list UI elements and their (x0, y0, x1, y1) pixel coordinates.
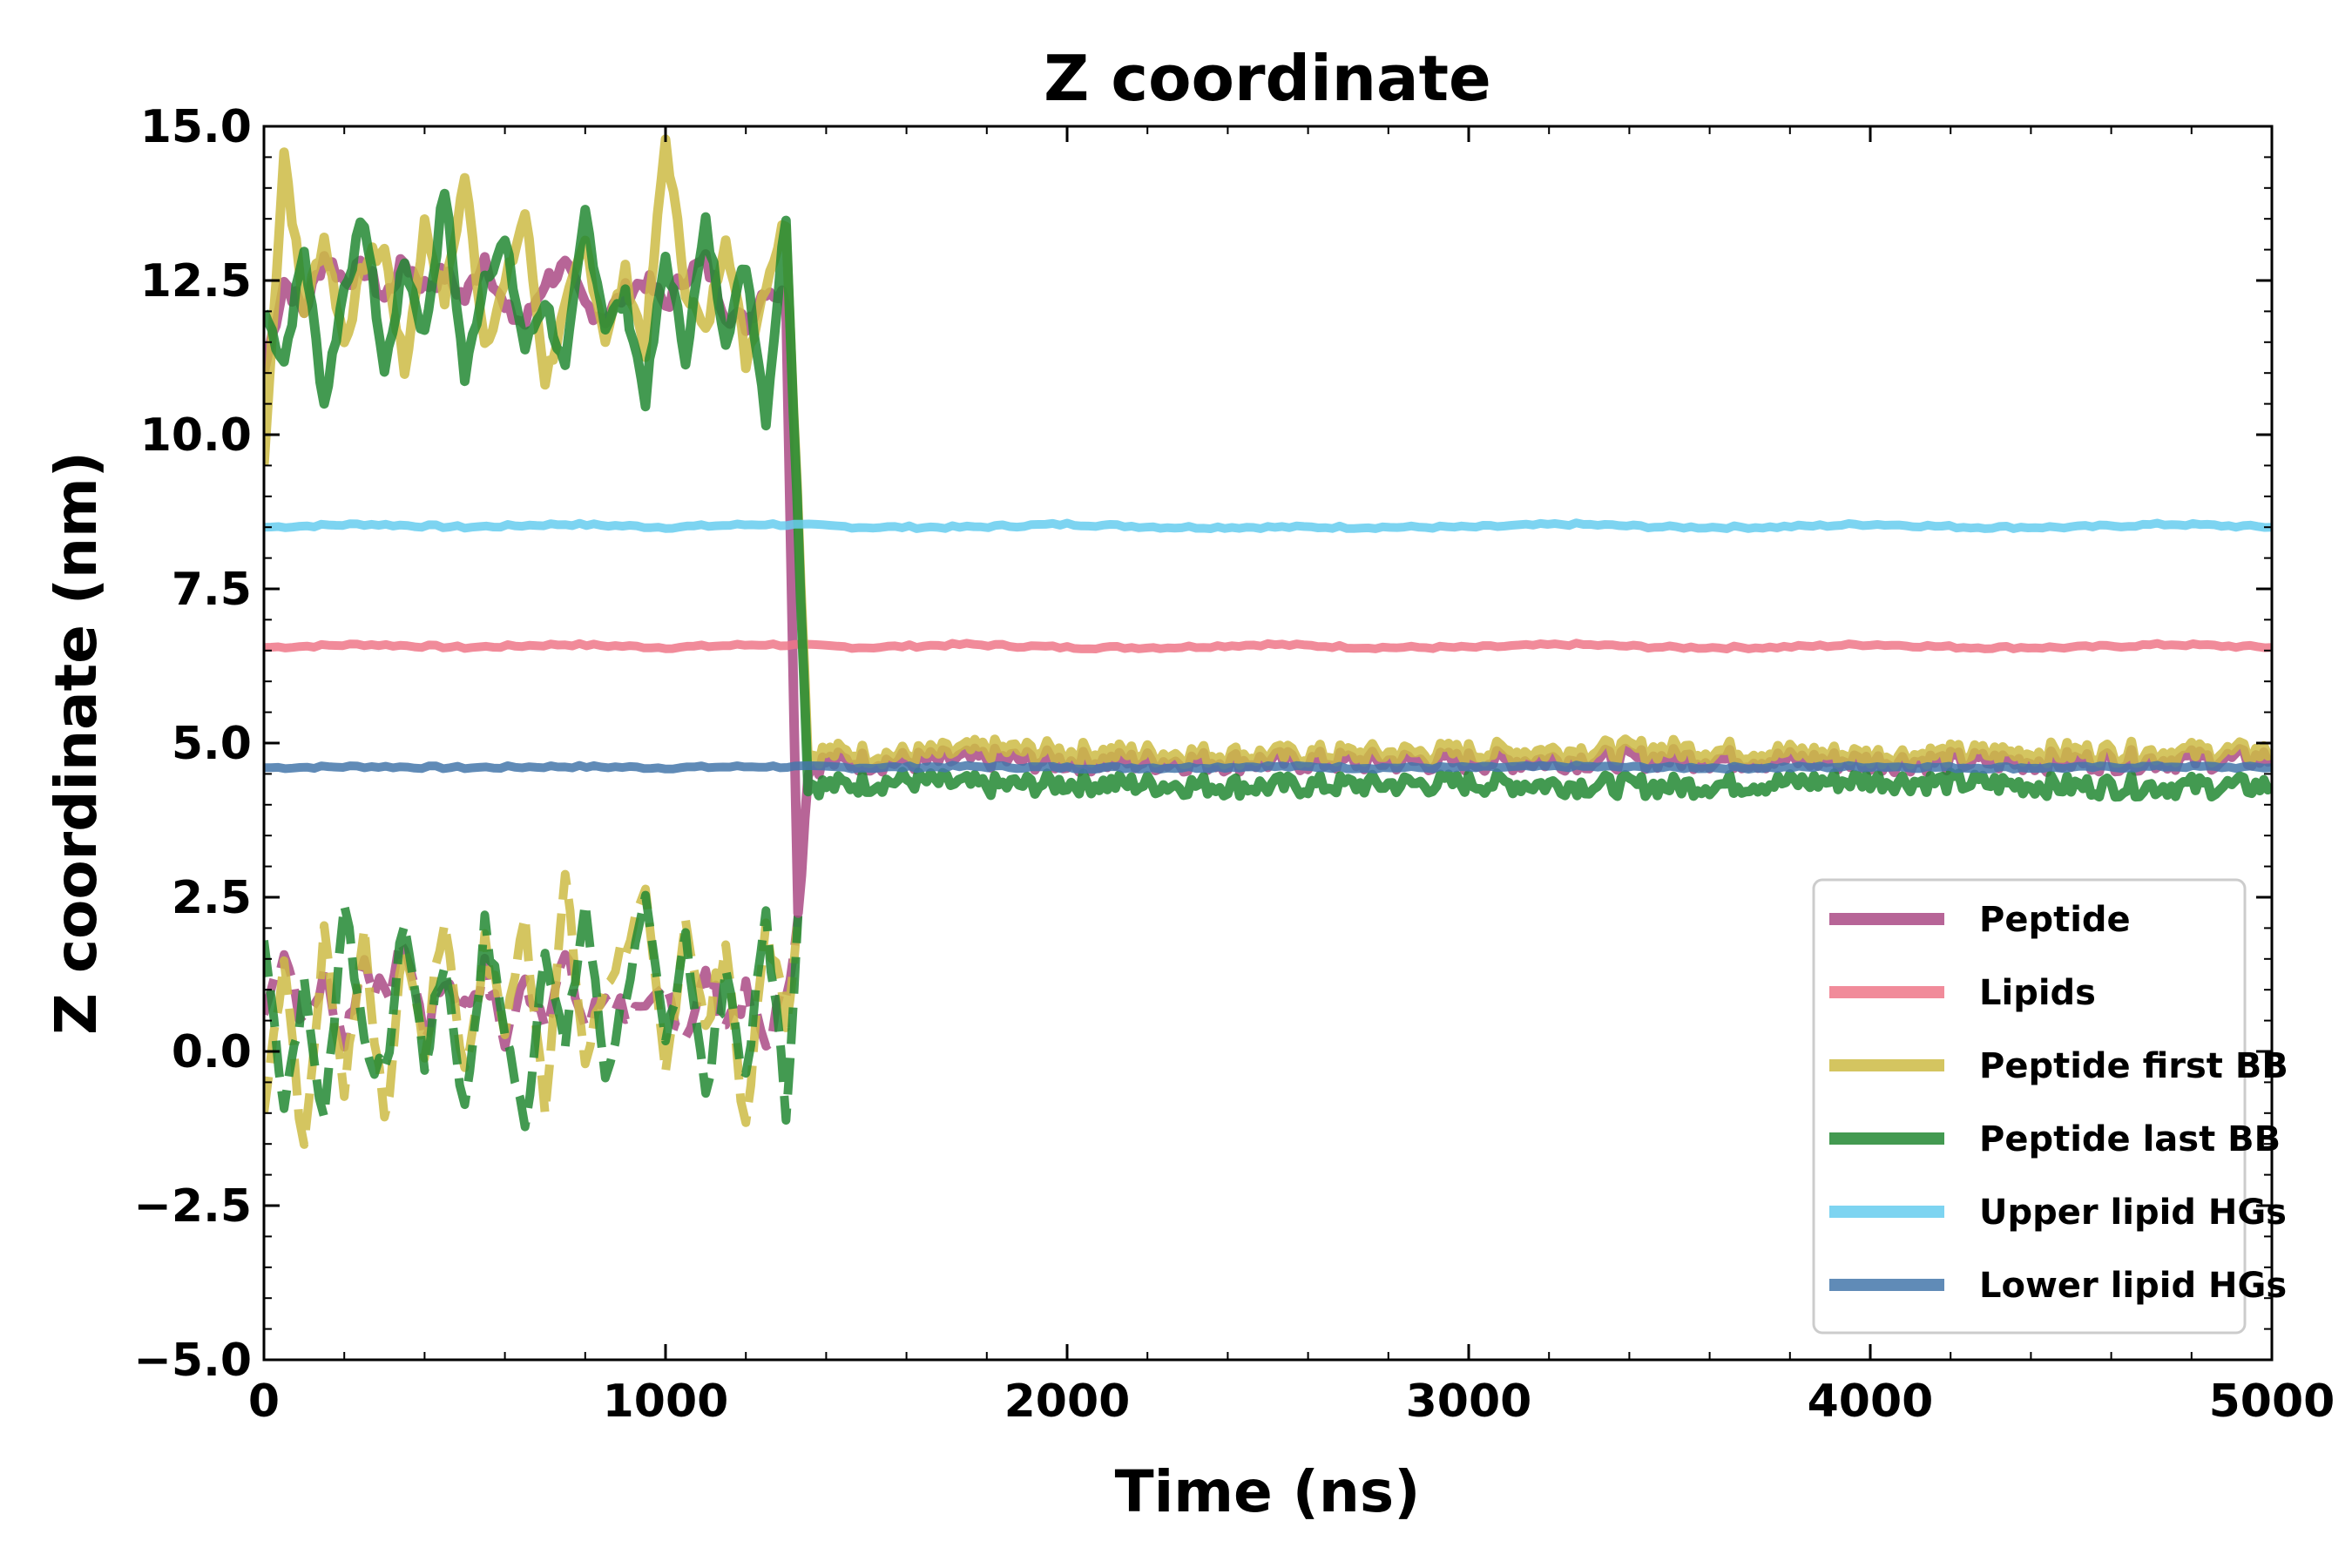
y-tick-label: 7.5 (172, 564, 252, 616)
y-axis-label: Z coordinate (nm) (43, 451, 110, 1035)
legend-label-peptide-last-bb: Peptide last BB (1979, 1119, 2281, 1159)
series-peptide-first-bb (264, 134, 2272, 771)
y-tick-label: 15.0 (140, 101, 252, 153)
legend-box (1812, 878, 2247, 1335)
legend-label-peptide: Peptide (1979, 900, 2131, 940)
x-tick-label: 1000 (603, 1375, 729, 1428)
x-tick-label: 0 (248, 1375, 280, 1428)
legend-label-lower-lipid-hgs: Lower lipid HGs (1979, 1266, 2287, 1306)
x-tick-label: 4000 (1808, 1375, 1934, 1428)
y-tick-label: 2.5 (172, 872, 252, 924)
tick-layer: 0 1000 2000 3000 4000 5000 −5.0 −2.5 0.0 2.5 5.0 7.… (133, 101, 2335, 1428)
legend-label-peptide-first-bb: Peptide first BB (1979, 1046, 2288, 1086)
x-tick-label: 2000 (1004, 1375, 1131, 1428)
y-tick-label: −2.5 (133, 1180, 252, 1233)
series-lipids (264, 639, 2272, 653)
legend-label-lipids: Lipids (1979, 973, 2096, 1013)
x-tick-label: 5000 (2209, 1375, 2335, 1428)
series-peptide-last-bb (264, 188, 2272, 802)
series-peptide-last-bb-lower-branch (264, 890, 803, 1132)
y-tick-label: 5.0 (172, 718, 252, 770)
series-upper-lipid-hgs (264, 518, 2272, 533)
y-tick-label: 0.0 (172, 1026, 252, 1078)
x-tick-label: 3000 (1406, 1375, 1532, 1428)
legend: Peptide Lipids Peptide first BB Peptide las… (1812, 878, 2288, 1335)
chart-title: Z coordinate (1044, 42, 1491, 115)
y-tick-label: −5.0 (133, 1335, 252, 1387)
y-tick-label: 10.0 (140, 409, 252, 462)
x-axis-label: Time (ns) (1115, 1458, 1421, 1525)
series-layer (264, 134, 2272, 1149)
legend-label-upper-lipid-hgs: Upper lipid HGs (1979, 1193, 2287, 1233)
series-peptide-first-bb-lower-branch (264, 869, 803, 1149)
series-lower-lipid-hgs (264, 760, 2272, 774)
y-tick-label: 12.5 (140, 255, 252, 308)
